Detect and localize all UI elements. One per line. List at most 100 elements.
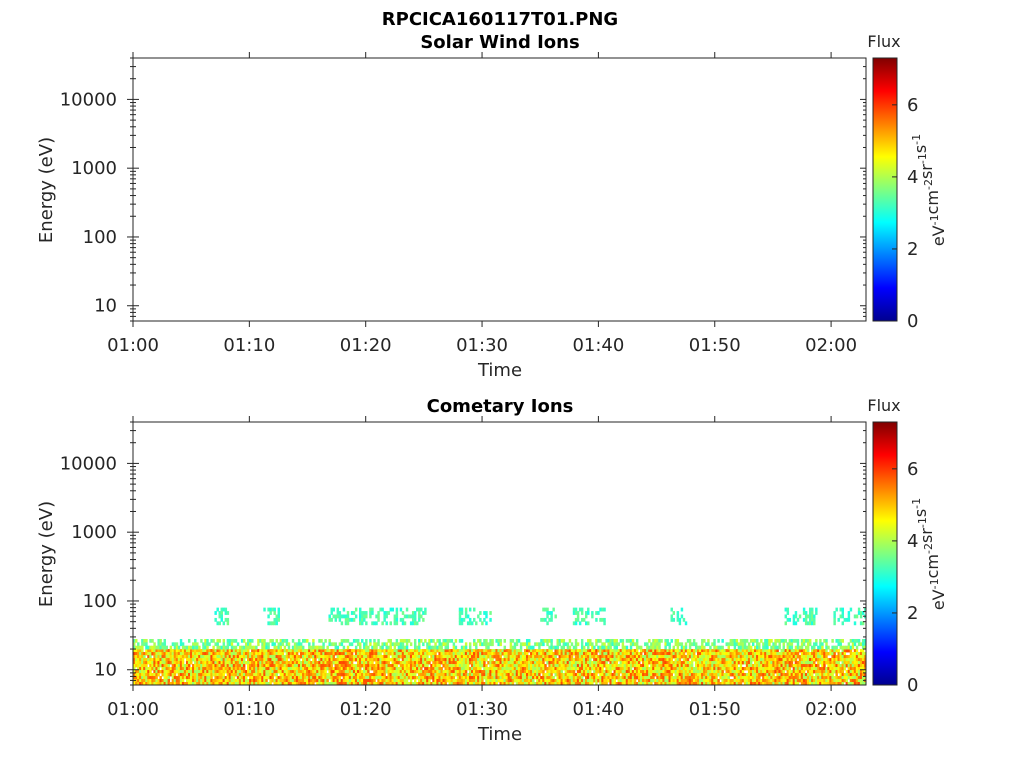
heatmap-cell [403, 649, 407, 653]
heatmap-cell [190, 645, 193, 650]
heatmap-cell [554, 679, 557, 683]
heatmap-cell [631, 682, 635, 686]
heatmap-cell [666, 649, 669, 653]
heatmap-cell [149, 670, 152, 674]
heatmap-cell [819, 682, 822, 686]
heatmap-cell [782, 679, 785, 683]
heatmap-cell [302, 655, 305, 659]
heatmap-cell [509, 652, 513, 656]
heatmap-cell [668, 676, 671, 680]
heatmap-cell [413, 649, 417, 653]
heatmap-cell [295, 661, 299, 665]
heatmap-cell [521, 655, 525, 659]
heatmap-cell [776, 645, 779, 650]
heatmap-cell [287, 673, 291, 677]
heatmap-cell [639, 652, 643, 656]
heatmap-cell [737, 645, 741, 650]
heatmap-cell [420, 673, 423, 677]
heatmap-cell [206, 661, 209, 665]
heatmap-cell [214, 652, 217, 656]
heatmap-cell [688, 649, 692, 653]
heatmap-cell [741, 676, 745, 680]
heatmap-cell [837, 658, 840, 662]
heatmap-cell [460, 638, 464, 643]
heatmap-cell [418, 661, 421, 665]
heatmap-cell [601, 658, 604, 662]
heatmap-cell [613, 664, 616, 668]
heatmap-cell [631, 649, 635, 653]
heatmap-cell [403, 664, 407, 668]
heatmap-cell [249, 638, 252, 643]
heatmap-cell [224, 649, 228, 653]
heatmap-cell [464, 645, 468, 650]
heatmap-cell [570, 667, 574, 671]
heatmap-cell [666, 667, 669, 671]
heatmap-cell [194, 655, 197, 659]
heatmap-cell [672, 652, 676, 656]
heatmap-cell [550, 676, 553, 680]
heatmap-cell [320, 645, 323, 650]
heatmap-cell [774, 679, 777, 683]
heatmap-cell [627, 649, 631, 653]
heatmap-cell [257, 642, 260, 647]
heatmap-cell [247, 682, 250, 686]
heatmap-cell [342, 649, 346, 653]
heatmap-cell [754, 667, 757, 671]
heatmap-cell [473, 667, 476, 671]
heatmap-cell [670, 682, 673, 686]
heatmap-cell [648, 673, 651, 677]
heatmap-cell [444, 682, 447, 686]
heatmap-cell [821, 664, 824, 668]
heatmap-cell [257, 670, 260, 674]
heatmap-cell [316, 673, 319, 677]
heatmap-cell [247, 638, 250, 643]
heatmap-cell [743, 667, 747, 671]
heatmap-cell [536, 667, 539, 671]
heatmap-cell [815, 676, 818, 680]
heatmap-cell [409, 658, 413, 662]
heatmap-cell [768, 682, 771, 686]
heatmap-cell [135, 676, 138, 680]
heatmap-cell [823, 655, 826, 659]
heatmap-cell [475, 676, 478, 680]
heatmap-cell [607, 638, 610, 643]
heatmap-cell [629, 649, 633, 653]
heatmap-cell [454, 649, 458, 653]
heatmap-cell [811, 655, 814, 659]
heatmap-cell [749, 682, 753, 686]
heatmap-cell [373, 670, 376, 674]
heatmap-cell [731, 661, 735, 665]
heatmap-cell [633, 661, 637, 665]
heatmap-cell [389, 642, 392, 647]
heatmap-cell [639, 649, 643, 653]
heatmap-cell [285, 682, 289, 686]
heatmap-cell [196, 676, 199, 680]
heatmap-cell [314, 667, 317, 671]
heatmap-cell [289, 649, 293, 653]
heatmap-cell [735, 658, 739, 662]
heatmap-cell [782, 652, 785, 656]
heatmap-cell [847, 682, 851, 686]
heatmap-cell [768, 673, 771, 677]
heatmap-cell [507, 661, 511, 665]
heatmap-cell [821, 645, 824, 650]
heatmap-cell [745, 658, 749, 662]
heatmap-cell [774, 652, 777, 656]
heatmap-cell [271, 676, 274, 680]
heatmap-cell [780, 664, 783, 668]
heatmap-cell [399, 642, 403, 647]
heatmap-cell [758, 670, 761, 674]
heatmap-cell [169, 655, 173, 659]
heatmap-cell [462, 673, 466, 677]
heatmap-cell [534, 673, 537, 677]
heatmap-cell [271, 649, 274, 653]
heatmap-cell [379, 655, 382, 659]
heatmap-cell [265, 670, 268, 674]
heatmap-cell [153, 658, 156, 662]
heatmap-cell [513, 664, 517, 668]
heatmap-cell [611, 676, 614, 680]
heatmap-cell [756, 679, 759, 683]
heatmap-cell [609, 649, 612, 653]
heatmap-cell [155, 682, 158, 686]
heatmap-cell [813, 642, 816, 647]
